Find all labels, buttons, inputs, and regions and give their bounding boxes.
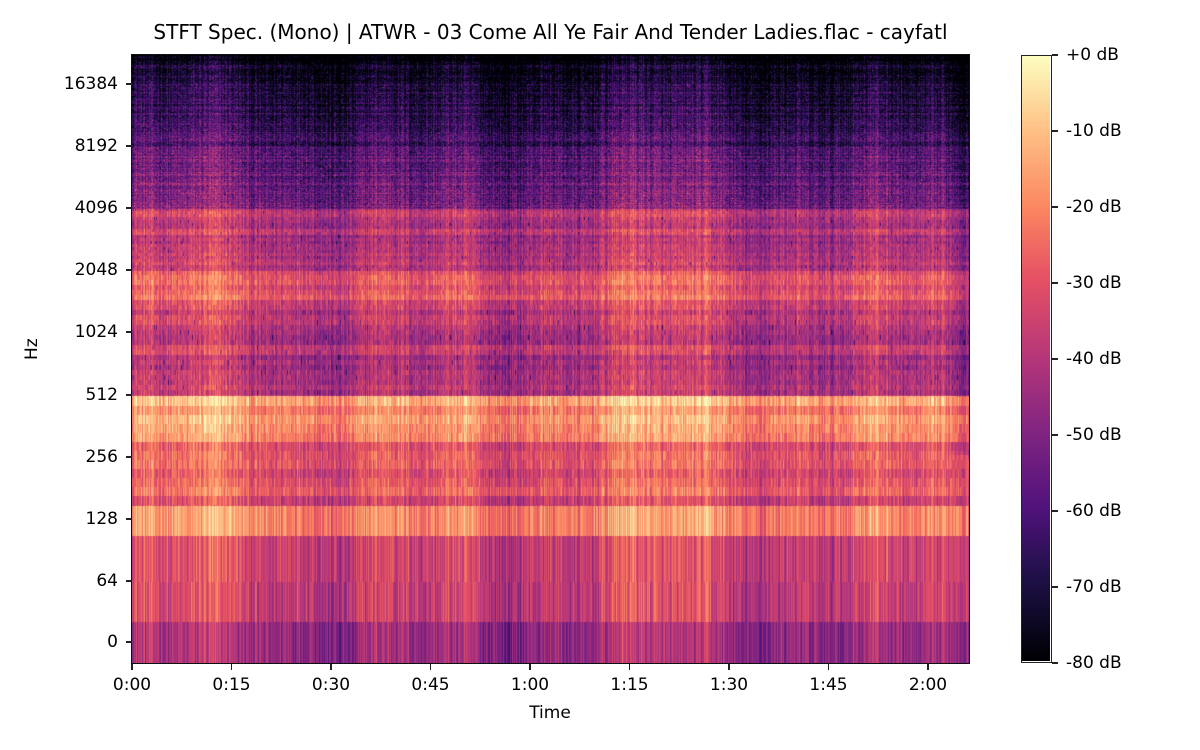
colorbar-tick-mark [1052,434,1058,436]
y-tick-mark [126,83,132,85]
y-tick-label: 64 [96,571,118,591]
spectrogram-image [132,55,969,663]
x-tick-mark [529,664,531,670]
y-tick-label: 2048 [74,260,118,280]
colorbar-tick-mark [1052,586,1058,588]
x-tick-label: 1:00 [510,675,550,695]
colorbar-tick-mark [1052,358,1058,360]
x-tick-label: 0:00 [112,675,152,695]
colorbar-tick-mark [1052,282,1058,284]
y-tick-label: 1024 [74,322,118,342]
y-tick-label: 4096 [74,198,118,218]
x-tick-label: 0:30 [311,675,351,695]
y-tick-mark [126,145,132,147]
y-tick-label: 0 [107,632,118,652]
chart-title: STFT Spec. (Mono) | ATWR - 03 Come All Y… [153,20,948,44]
y-tick-mark [126,518,132,520]
colorbar-tick-label: -10 dB [1066,121,1122,141]
colorbar-tick-label: -30 dB [1066,273,1122,293]
y-tick-mark [126,394,132,396]
colorbar-tick-label: -20 dB [1066,197,1122,217]
colorbar-tick-label: -70 dB [1066,577,1122,597]
x-tick-mark [131,664,133,670]
y-tick-mark [126,456,132,458]
x-tick-mark [230,664,233,670]
x-tick-mark [628,664,631,670]
colorbar-tick-mark [1052,130,1058,132]
x-tick-mark [927,664,929,670]
y-tick-mark [126,331,132,333]
colorbar-tick-mark [1052,206,1058,208]
x-axis-title: Time [529,703,571,723]
y-tick-label: 128 [85,509,118,529]
colorbar-tick-mark [1052,54,1058,56]
x-tick-mark [429,664,432,670]
y-tick-mark [126,269,132,271]
colorbar-tick-label: -50 dB [1066,425,1122,445]
spectrogram-plot-area [132,55,969,663]
colorbar-tick-label: +0 dB [1066,45,1119,65]
y-tick-mark [126,207,132,209]
x-tick-label: 2:00 [908,675,948,695]
colorbar-tick-label: -40 dB [1066,349,1122,369]
colorbar-tick-mark [1052,662,1058,664]
y-tick-mark [126,580,132,582]
y-tick-label: 8192 [74,136,118,156]
colorbar [1021,55,1052,663]
y-axis-title: Hz [22,338,42,360]
x-tick-label: 0:15 [212,675,251,695]
colorbar-tick-label: -80 dB [1066,653,1122,673]
x-tick-label: 1:45 [809,675,848,695]
colorbar-tick-label: -60 dB [1066,501,1122,521]
x-tick-label: 0:45 [411,675,450,695]
y-tick-label: 512 [85,385,118,405]
colorbar-gradient [1022,56,1050,661]
x-tick-mark [827,664,830,670]
y-tick-label: 256 [85,447,118,467]
x-tick-mark [330,664,332,670]
x-tick-label: 1:30 [709,675,749,695]
colorbar-tick-mark [1052,510,1058,512]
y-tick-label: 16384 [63,74,118,94]
x-tick-label: 1:15 [610,675,649,695]
y-tick-mark [126,641,132,643]
x-tick-mark [728,664,730,670]
